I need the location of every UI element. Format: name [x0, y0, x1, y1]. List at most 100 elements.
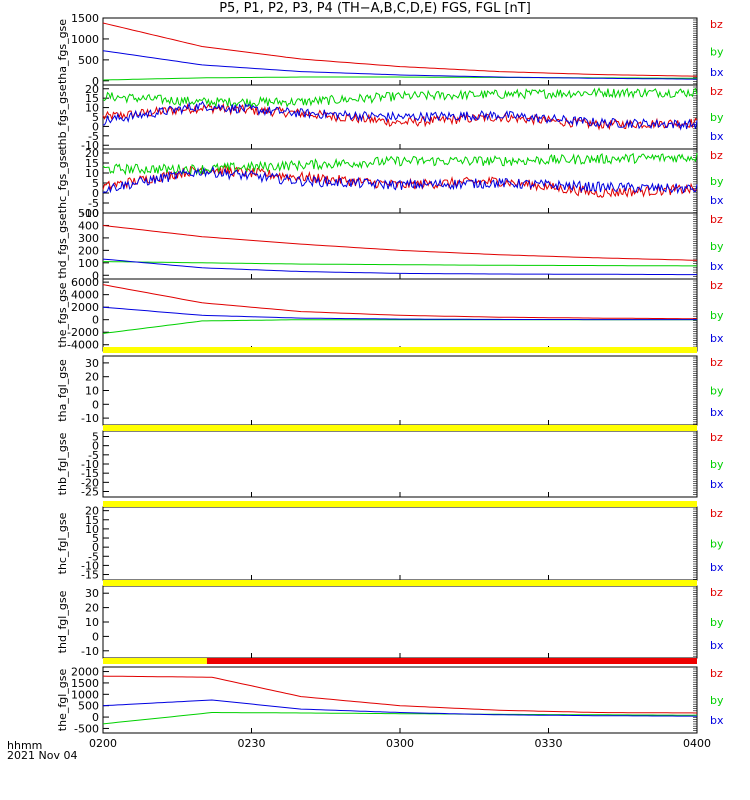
y-tick-label: -2000 [67, 326, 99, 339]
x-tick-label: 0400 [683, 737, 711, 750]
y-tick-label: 0 [92, 630, 99, 643]
y-tick-label: 20 [85, 147, 99, 160]
legend-bx: bx [710, 194, 724, 207]
y-tick-label: 15 [85, 157, 99, 170]
legend-bx: bx [710, 260, 724, 273]
legend-bz: bz [710, 213, 723, 226]
y-tick-label: 2000 [71, 301, 99, 314]
x-tick-label: 0230 [238, 737, 266, 750]
plot-frame [102, 506, 698, 581]
y-tick-label: 200 [78, 244, 99, 257]
legend-by: by [710, 616, 724, 629]
y-tick-label: -5 [88, 130, 99, 143]
y-tick-label: 500 [78, 207, 99, 220]
legend-bx: bx [710, 332, 724, 345]
legend-bx: bx [710, 561, 724, 574]
y-axis-label: tha_fgs_gse [56, 19, 69, 84]
flag-bar-yellow [103, 580, 697, 586]
y-tick-label: 10 [85, 102, 99, 115]
legend-bx: bx [710, 406, 724, 419]
x-tick-label: 0200 [89, 737, 117, 750]
y-axis-label: thd_fgl_gse [56, 590, 69, 653]
legend-bz: bz [710, 85, 723, 98]
legend-bz: bz [710, 586, 723, 599]
x-tick-label: 0300 [386, 737, 414, 750]
y-tick-label: -15 [81, 569, 99, 582]
series-bx [102, 699, 698, 717]
plot-frame [102, 212, 698, 280]
y-tick-label: 5 [92, 111, 99, 124]
y-tick-label: 30 [85, 357, 99, 370]
legend-by: by [710, 309, 724, 322]
y-tick-label: 0 [92, 187, 99, 200]
legend-by: by [710, 694, 724, 707]
y-tick-label: 500 [78, 54, 99, 67]
legend-bx: bx [710, 130, 724, 143]
y-tick-label: 20 [85, 83, 99, 96]
legend-bx: bx [710, 639, 724, 652]
y-tick-label: 20 [85, 505, 99, 518]
legend-by: by [710, 111, 724, 124]
y-axis-label: thc_fgl_gse [56, 512, 69, 574]
y-tick-label: 20 [85, 602, 99, 615]
y-tick-label: 15 [85, 92, 99, 105]
y-tick-label: -500 [74, 722, 99, 735]
y-tick-label: 0 [92, 440, 99, 453]
legend-bz: bz [710, 18, 723, 31]
series-bz [102, 284, 698, 320]
y-axis-label: thd_fgs_gse [56, 213, 69, 279]
legend-bz: bz [710, 356, 723, 369]
legend-bx: bx [710, 714, 724, 727]
y-tick-label: -10 [81, 559, 99, 572]
series-by [102, 319, 697, 334]
y-tick-label: 6000 [71, 276, 99, 289]
legend-bx: bx [710, 66, 724, 79]
legend-by: by [710, 46, 724, 59]
series-by [102, 152, 698, 176]
legend-bz: bz [710, 667, 723, 680]
y-tick-label: -10 [81, 139, 99, 152]
y-tick-label: 0 [92, 314, 99, 327]
y-tick-label: 2000 [71, 666, 99, 679]
flag-bar-yellow [103, 347, 697, 353]
legend-bz: bz [710, 149, 723, 162]
y-tick-label: 0 [92, 711, 99, 724]
plot-frame [102, 585, 698, 659]
y-tick-label: 5 [92, 177, 99, 190]
y-tick-label: -25 [81, 486, 99, 499]
y-tick-label: 1000 [71, 688, 99, 701]
series-by [103, 261, 697, 267]
series-by [102, 87, 698, 109]
y-tick-label: -4000 [67, 339, 99, 352]
legend-bz: bz [710, 431, 723, 444]
y-axis-label: thb_fgl_gse [56, 432, 69, 495]
series-bx [102, 50, 697, 80]
x-tick-label: 0330 [535, 737, 563, 750]
panel-thb_fgl_gse: -25-20-15-10-505 thb_fgl_gse bz by bx [56, 430, 724, 499]
y-tick-label: 0 [92, 75, 99, 88]
legend-by: by [710, 458, 724, 471]
series-bx [102, 258, 697, 276]
y-tick-label: 0 [92, 541, 99, 554]
y-tick-label: -5 [88, 197, 99, 210]
y-tick-label: -20 [81, 476, 99, 489]
y-tick-label: 100 [78, 257, 99, 270]
y-axis-label: the_fgl_gse [56, 669, 69, 732]
y-axis-label: tha_fgl_gse [56, 359, 69, 422]
y-tick-label: 20 [85, 371, 99, 384]
legend-bz: bz [710, 279, 723, 292]
flag-bar-red [206, 658, 697, 664]
series-bz [102, 225, 698, 261]
y-tick-label: -5 [88, 550, 99, 563]
y-tick-label: 0 [92, 120, 99, 133]
series-by [102, 712, 697, 725]
y-tick-label: -10 [81, 412, 99, 425]
y-tick-label: 5 [92, 532, 99, 545]
